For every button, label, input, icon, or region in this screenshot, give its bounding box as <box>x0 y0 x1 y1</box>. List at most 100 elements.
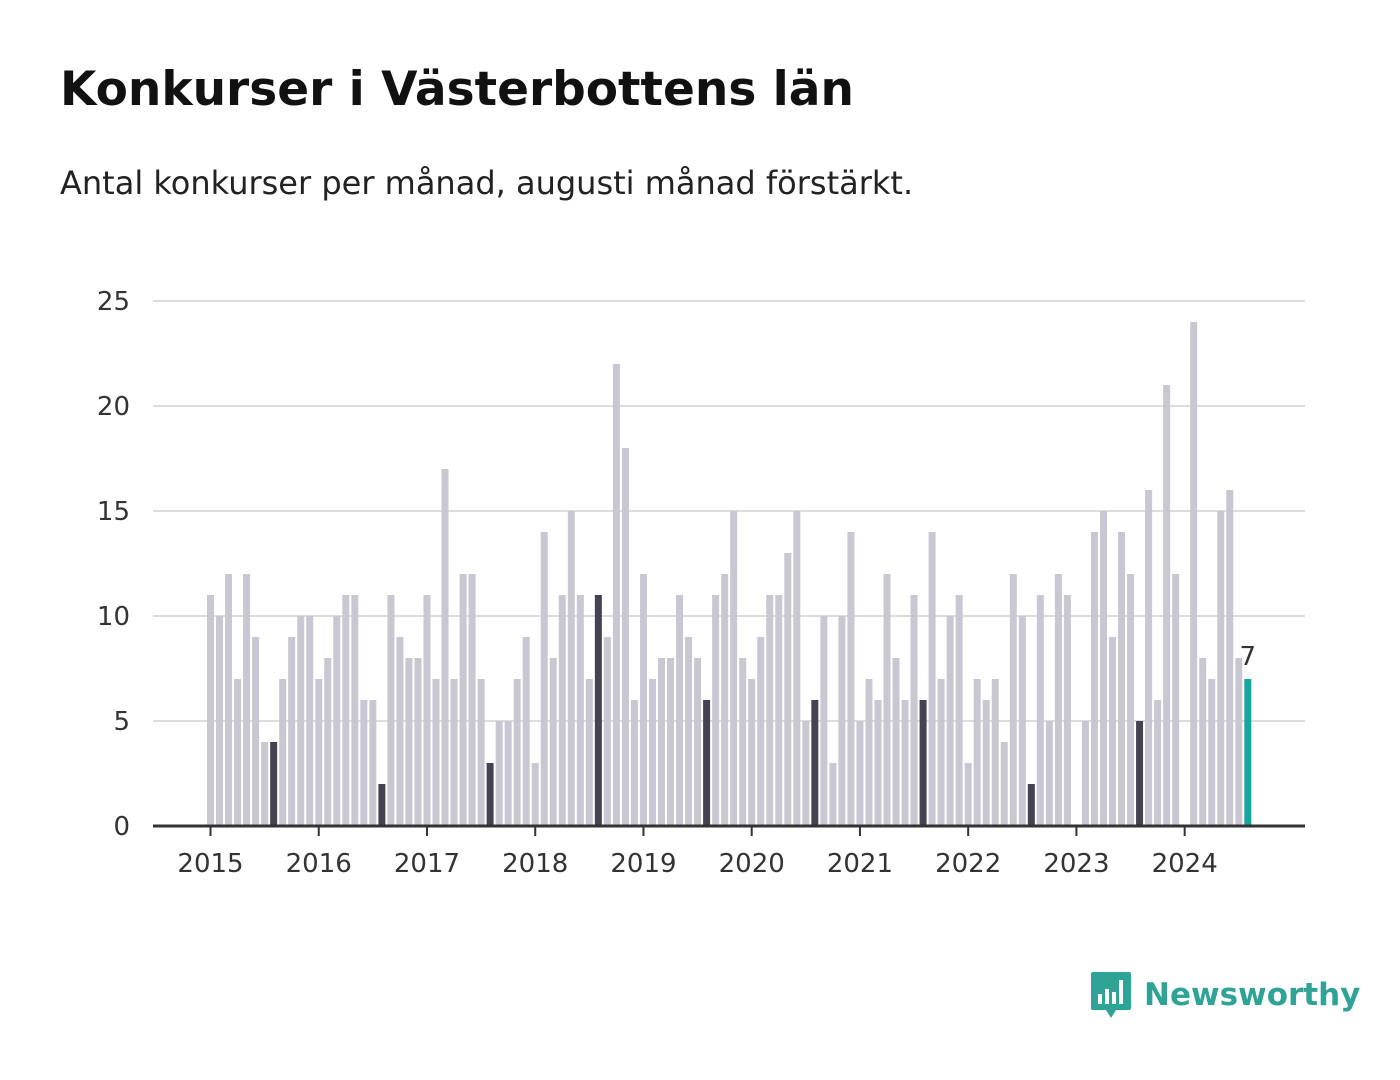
x-tick-label: 2018 <box>502 849 568 879</box>
x-tick-label: 2023 <box>1043 849 1109 879</box>
august-bar <box>1136 721 1144 826</box>
bar <box>847 532 855 826</box>
bar <box>396 637 404 826</box>
bar <box>459 574 467 826</box>
bar <box>712 595 720 826</box>
bar <box>441 469 449 826</box>
bar <box>685 637 693 826</box>
bar <box>243 574 251 826</box>
bar <box>883 574 891 826</box>
latest-bar <box>1244 679 1252 826</box>
bar <box>414 658 422 826</box>
chart-subtitle: Antal konkurser per månad, augusti månad… <box>60 164 914 202</box>
bar <box>495 721 503 826</box>
bar <box>784 553 792 826</box>
bar <box>567 511 575 826</box>
bar <box>667 658 675 826</box>
august-bar <box>919 700 927 826</box>
bar <box>1018 616 1026 826</box>
bar <box>793 511 801 826</box>
bar <box>802 721 810 826</box>
bar <box>603 637 611 826</box>
newsworthy-logo-icon <box>1091 972 1131 1018</box>
bar <box>585 679 593 826</box>
axes <box>153 824 1305 836</box>
bar <box>612 364 620 826</box>
bar <box>757 637 765 826</box>
x-tick-label: 2017 <box>394 849 460 879</box>
y-tick-label: 15 <box>97 497 130 527</box>
bar <box>1208 679 1216 826</box>
bar <box>1145 490 1153 826</box>
bar <box>658 658 665 826</box>
bar <box>946 616 954 826</box>
x-tick-label: 2024 <box>1152 849 1218 879</box>
bar <box>450 679 458 826</box>
bar <box>324 658 332 826</box>
bar <box>730 511 738 826</box>
y-tick-label: 20 <box>97 392 130 422</box>
bar <box>1217 511 1225 826</box>
y-tick-label: 0 <box>113 812 130 842</box>
bar <box>694 658 702 826</box>
bar <box>1081 721 1089 826</box>
bar <box>982 700 990 826</box>
x-tick-label: 2020 <box>719 849 785 879</box>
bar <box>225 574 233 826</box>
bar <box>1000 742 1008 826</box>
bar <box>288 637 296 826</box>
bar <box>405 658 413 826</box>
bar <box>468 574 476 826</box>
bar <box>874 700 882 826</box>
bar <box>829 763 837 826</box>
bar <box>739 658 747 826</box>
bar <box>423 595 431 826</box>
bar <box>522 637 530 826</box>
bar <box>1226 490 1234 826</box>
bar <box>1127 574 1135 826</box>
bar <box>964 763 972 826</box>
bar <box>1190 322 1198 826</box>
bar <box>234 679 242 826</box>
bar <box>901 700 909 826</box>
y-tick-label: 10 <box>97 602 130 632</box>
august-bar <box>1027 784 1035 826</box>
bar <box>1235 658 1243 826</box>
x-tick-label: 2021 <box>827 849 893 879</box>
tick-labels: 0 5 10 15 20 25 2015 2016 2017 2018 2019 2020 2021 20… <box>97 287 1256 879</box>
bar <box>306 616 314 826</box>
bar <box>216 616 224 826</box>
bar <box>558 595 566 826</box>
bar <box>315 679 323 826</box>
bar-chart: 0 5 10 15 20 25 2015 2016 2017 2018 2019 2020 2021 20… <box>97 287 1305 879</box>
august-bar <box>594 595 602 826</box>
bar <box>369 700 377 826</box>
august-bar <box>703 700 711 826</box>
bar <box>504 721 512 826</box>
bar <box>639 574 647 826</box>
bars <box>207 322 1252 826</box>
bar <box>549 658 557 826</box>
bar <box>297 616 305 826</box>
bar <box>1063 595 1071 826</box>
bar <box>540 532 548 826</box>
bar <box>955 595 963 826</box>
x-tick-label: 2015 <box>177 849 243 879</box>
bar <box>1154 700 1162 826</box>
brand-logo[interactable]: Newsworthy <box>1090 970 1360 1020</box>
bar <box>576 595 584 826</box>
bar <box>621 448 629 826</box>
bar <box>1009 574 1017 826</box>
bar <box>991 679 999 826</box>
bar <box>252 637 260 826</box>
bar <box>279 679 287 826</box>
bar <box>1109 637 1116 826</box>
x-tick-label: 2019 <box>610 849 676 879</box>
august-bar <box>270 742 278 826</box>
august-bar <box>486 763 494 826</box>
bar <box>1199 658 1207 826</box>
bar <box>531 763 539 826</box>
chart-title: Konkurser i Västerbottens län <box>60 62 854 117</box>
bar <box>1090 532 1098 826</box>
bar <box>766 595 774 826</box>
